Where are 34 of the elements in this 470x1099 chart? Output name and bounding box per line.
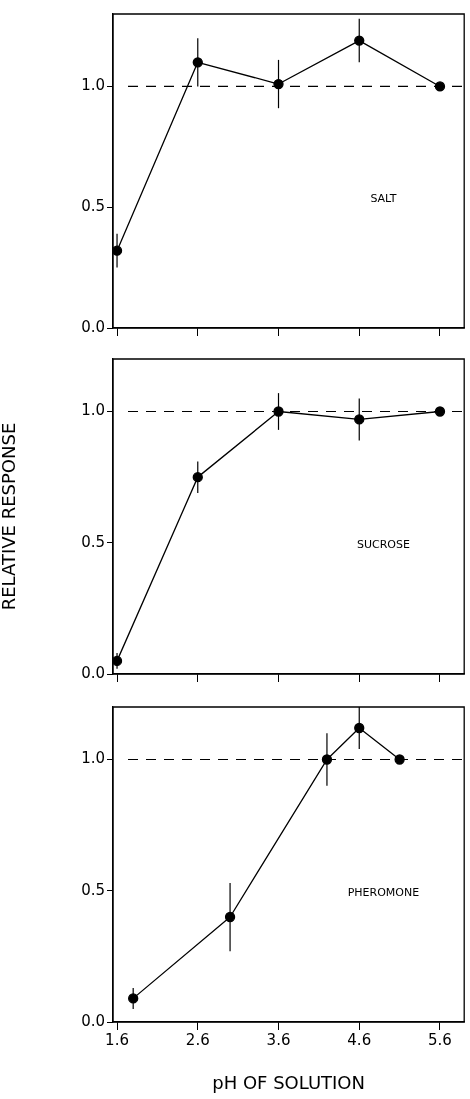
point [192,57,203,68]
point [354,35,365,46]
y-tick-label: 0.0 [81,1011,105,1030]
point [354,722,365,734]
x-axis-title: pH OF SOLUTION [212,1071,365,1093]
point [113,655,123,667]
point [192,471,203,483]
point [354,414,365,425]
point [434,81,446,92]
y-tick-label: 0.0 [81,317,105,336]
point [224,911,236,923]
point [128,993,139,1004]
y-tick-label: 1.0 [81,76,105,95]
y-tick-label: 0.5 [81,880,105,899]
annotation: PHEROMONE [347,886,420,899]
point [321,754,333,765]
annotation: SALT [370,192,397,206]
x-tick-label: 1.6 [105,1030,129,1049]
x-tick-label: 4.6 [347,1030,372,1049]
x-tick-label: 2.6 [185,1030,210,1049]
point [273,406,284,417]
point [394,754,405,765]
y-tick-label: 0.0 [81,663,105,682]
x-tick-label: 3.6 [266,1030,291,1049]
point [434,406,446,417]
x-tick-label: 5.6 [428,1030,452,1049]
y-tick-label: 0.5 [81,532,105,551]
point [113,245,123,256]
y-tick-label: 0.5 [81,197,105,216]
y-tick-label: 1.0 [81,749,105,768]
point [273,78,284,90]
annotation: SUCROSE [356,538,410,551]
y-tick-label: 1.0 [81,401,105,420]
y-axis-title: RELATIVE RESPONSE [0,422,20,611]
